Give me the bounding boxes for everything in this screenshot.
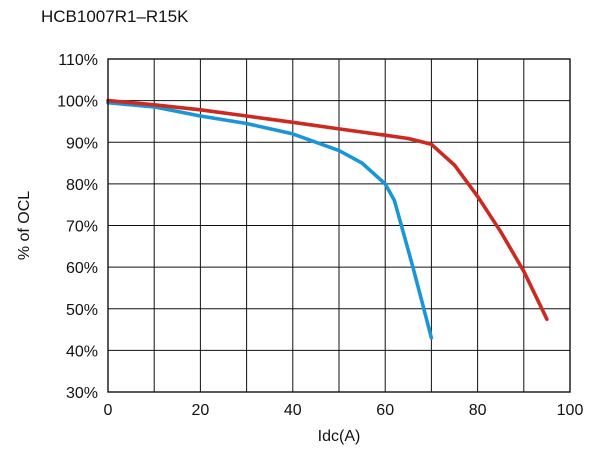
chart-title: HCB1007R1–R15K: [41, 7, 189, 26]
y-tick-label: 110%: [58, 52, 98, 69]
y-tick-label: 70%: [66, 219, 98, 236]
x-axis-label: Idc(A): [318, 428, 361, 445]
y-tick-label: 80%: [66, 177, 98, 194]
chart-grid: [108, 59, 570, 392]
chart-ticks: 30% 40% 50% 60% 70% 80% 90% 100% 110% 0 20 40 60 80 10…: [57, 52, 583, 419]
y-tick-label: 100%: [57, 94, 98, 111]
series-line-2: [106, 98, 549, 322]
y-tick-label: 50%: [66, 302, 98, 319]
y-tick-label: 60%: [66, 260, 98, 277]
y-tick-label: 40%: [66, 343, 98, 360]
y-tick-label: 90%: [66, 135, 98, 152]
series-line-1: [106, 100, 434, 340]
x-tick-label: 100: [557, 402, 584, 419]
plot-frame: [107, 58, 571, 393]
y-tick-label: 30%: [66, 385, 98, 402]
x-tick-label: 0: [104, 402, 113, 419]
x-tick-label: 20: [192, 402, 210, 419]
y-axis-label: % of OCL: [16, 191, 33, 260]
x-tick-label: 60: [376, 402, 394, 419]
x-tick-label: 80: [469, 402, 487, 419]
chart-series: [106, 98, 549, 340]
x-tick-label: 40: [284, 402, 302, 419]
